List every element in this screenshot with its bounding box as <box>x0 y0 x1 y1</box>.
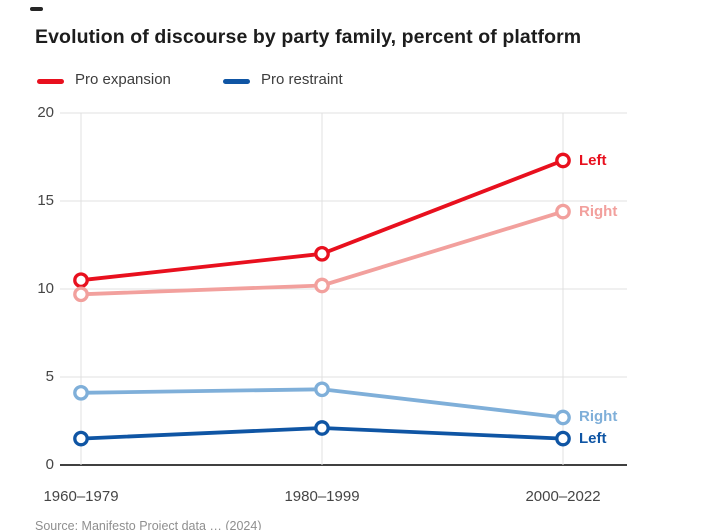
data-point-pro-restraint-left-0 <box>73 430 89 447</box>
y-axis-tick-20: 20 <box>37 104 54 121</box>
data-point-pro-expansion-left-1 <box>314 245 330 262</box>
x-axis-tick-1: 1980–1999 <box>284 488 360 505</box>
y-axis-tick-10: 10 <box>37 280 54 297</box>
series-end-label-pro-restraint-right: Right <box>579 408 618 426</box>
chart-title: Evolution of discourse by party family, … <box>35 26 582 48</box>
legend-swatch-pro-expansion <box>37 79 64 84</box>
legend-swatch-pro-restraint <box>223 79 250 84</box>
data-point-pro-expansion-right-1 <box>314 277 330 294</box>
top-left-dash-mark <box>30 7 43 11</box>
y-axis-tick-0: 0 <box>45 456 54 473</box>
x-axis-tick-0: 1960–1979 <box>43 488 119 505</box>
legend-label-pro-expansion: Pro expansion <box>75 71 171 88</box>
series-end-label-pro-expansion-right: Right <box>579 202 618 220</box>
y-axis-tick-5: 5 <box>45 368 54 385</box>
data-point-pro-expansion-left-0 <box>73 272 89 289</box>
legend-label-pro-restraint: Pro restraint <box>261 71 343 88</box>
series-end-label-pro-expansion-left: Left <box>579 151 607 169</box>
data-point-pro-restraint-right-0 <box>73 384 89 401</box>
data-point-pro-expansion-right-0 <box>73 286 89 303</box>
data-point-pro-restraint-left-1 <box>314 420 330 436</box>
data-point-pro-restraint-right-2 <box>555 409 571 426</box>
data-point-pro-restraint-left-2 <box>555 430 571 447</box>
y-axis-tick-15: 15 <box>37 192 54 209</box>
data-point-pro-expansion-right-2 <box>555 203 571 220</box>
x-axis-tick-2: 2000–2022 <box>525 488 601 505</box>
series-end-label-pro-restraint-left: Left <box>579 429 607 447</box>
data-point-pro-restraint-right-1 <box>314 381 330 398</box>
source-note: Source: Manifesto Project data … (2024) <box>35 519 262 530</box>
data-point-pro-expansion-left-2 <box>555 152 571 169</box>
